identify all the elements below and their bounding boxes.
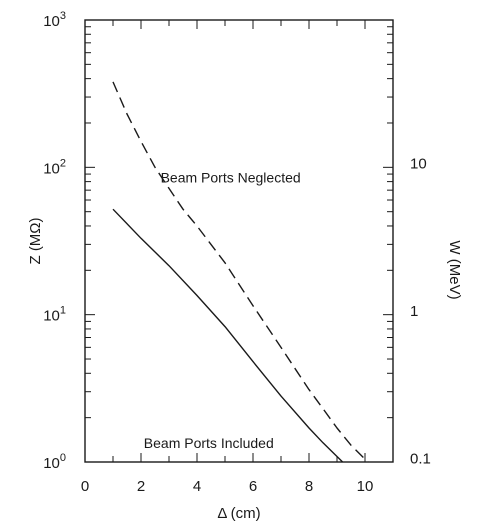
y-right-tick-labels: 0.1 1 10 xyxy=(410,156,431,468)
y-axis-left-label: Z (MΩ) xyxy=(27,217,44,264)
series-lines xyxy=(112,81,369,463)
y-left-tick-label: 103 xyxy=(43,10,66,30)
annotation-label: Beam Ports Neglected xyxy=(161,170,301,186)
y-right-tick-label: 0.1 xyxy=(410,450,431,467)
plot-frame xyxy=(84,19,394,463)
y-right-tick-label: 10 xyxy=(410,156,427,173)
x-tick-labels: 0 2 4 6 8 10 xyxy=(81,478,374,495)
y-left-tick-label: 101 xyxy=(43,305,66,325)
x-tick-label: 0 xyxy=(81,478,89,495)
x-tick-label: 2 xyxy=(137,478,145,495)
x-tick-label: 6 xyxy=(249,478,257,495)
y-right-tick-label: 1 xyxy=(410,303,418,320)
series-line-solid xyxy=(112,208,344,463)
y-left-tick-labels: 100 101 102 103 xyxy=(43,10,66,472)
annotation-label: Beam Ports Included xyxy=(144,435,274,451)
y-left-tick-label: 102 xyxy=(43,157,66,177)
x-axis-label: Δ (cm) xyxy=(217,505,260,522)
tick-marks xyxy=(84,19,394,463)
y-axis-right-label: W (MeV) xyxy=(446,240,463,299)
annotations: Beam Ports Neglected Beam Ports Included xyxy=(144,170,301,451)
x-tick-label: 4 xyxy=(193,478,201,495)
x-tick-label: 10 xyxy=(357,478,374,495)
x-tick-label: 8 xyxy=(305,478,313,495)
series-line-dashed xyxy=(112,81,369,463)
y-left-tick-label: 100 xyxy=(43,452,66,472)
